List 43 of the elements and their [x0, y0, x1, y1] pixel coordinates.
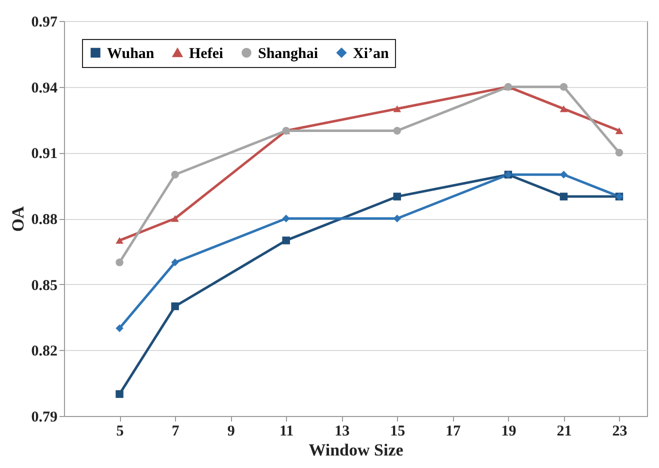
- legend-label: Hefei: [189, 46, 224, 62]
- y-tick-label: 0.79: [31, 410, 58, 426]
- point: [116, 390, 124, 398]
- point: [393, 192, 402, 200]
- point: [171, 215, 179, 222]
- x-tick-label: 7: [172, 424, 180, 440]
- y-tick-label: 0.88: [31, 212, 58, 228]
- y-tick-label: 0.97: [31, 14, 58, 30]
- point: [560, 105, 568, 112]
- point: [282, 214, 290, 222]
- point: [393, 214, 402, 222]
- x-axis-title: Window Size: [308, 440, 404, 460]
- legend-label: Wuhan: [107, 46, 155, 62]
- point: [116, 258, 124, 266]
- point: [282, 236, 290, 244]
- point: [560, 82, 568, 91]
- x-tick-label: 21: [556, 424, 572, 440]
- point: [615, 148, 624, 157]
- point: [393, 126, 402, 135]
- point: [615, 127, 624, 134]
- x-tick-label: 15: [390, 424, 406, 440]
- x-tick-label: 23: [612, 424, 628, 440]
- point: [171, 302, 179, 310]
- point: [116, 324, 124, 332]
- point: [171, 258, 179, 266]
- y-axis-title: OA: [8, 206, 28, 232]
- y-tick-label: 0.91: [31, 146, 58, 162]
- y-tick-label: 0.94: [31, 80, 58, 96]
- x-tick-label: 11: [280, 424, 294, 440]
- point: [116, 237, 124, 244]
- x-tick-label: 5: [116, 424, 124, 440]
- y-tick-label: 0.85: [31, 278, 58, 294]
- x-tick-label: 9: [227, 424, 235, 440]
- y-tick-label: 0.82: [31, 344, 58, 360]
- legend-label: Xi’an: [353, 46, 390, 62]
- x-tick-label: 13: [334, 424, 350, 440]
- point: [171, 170, 179, 178]
- point: [560, 192, 568, 200]
- x-tick-label: 19: [501, 424, 516, 440]
- legend-label: Shanghai: [258, 46, 318, 62]
- x-tick-label: 17: [446, 424, 462, 440]
- point: [560, 170, 568, 178]
- point: [393, 105, 402, 112]
